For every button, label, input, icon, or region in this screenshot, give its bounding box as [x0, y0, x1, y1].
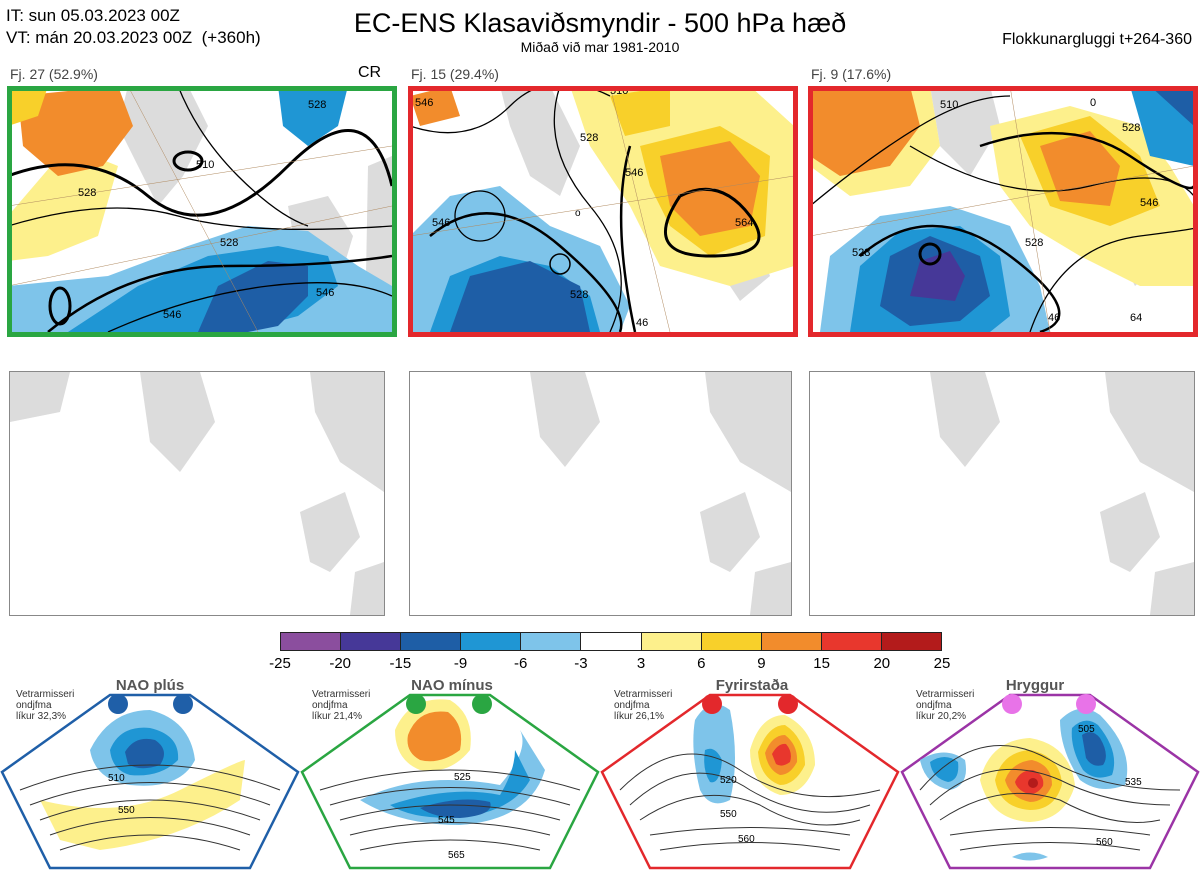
regime-3-marker	[778, 694, 798, 714]
colorbar-swatch	[281, 633, 342, 650]
contour-label: 520	[720, 775, 737, 786]
regime-3-map: 520 550 560	[600, 693, 900, 870]
cluster-2-label: Fj. 15 (29.4%)	[411, 66, 499, 82]
contour-label: 528	[570, 289, 588, 301]
regime-3-marker	[702, 694, 722, 714]
colorbar-swatch	[341, 633, 402, 650]
regime-1-marker	[108, 694, 128, 714]
regime-2-title: NAO mínus	[411, 677, 493, 694]
empty-map-2	[409, 371, 792, 616]
vt-line: VT: mán 20.03.2023 00Z (+360h)	[6, 28, 261, 47]
contour-label: 46	[636, 317, 648, 329]
regime-1-marker	[173, 694, 193, 714]
regime-2-text: Vetrarmisseri ondjfma líkur 21,4%	[312, 689, 371, 722]
contour-label: 505	[1078, 724, 1095, 735]
colorbar-tick: -3	[574, 655, 588, 672]
contour-label: 525	[454, 772, 471, 783]
regime-1-text: Vetrarmisseri ondjfma líkur 32,3%	[16, 689, 75, 722]
contour-label: 560	[1096, 837, 1113, 848]
colorbar-swatch	[521, 633, 582, 650]
colorbar-swatch	[881, 633, 942, 650]
empty-map-3	[809, 371, 1195, 616]
contour-label: 564	[735, 217, 753, 229]
contour-label: 528	[308, 99, 326, 111]
contour-label: 546	[625, 167, 643, 179]
regime-4-text: Vetrarmisseri ondjfma líkur 20,2%	[916, 689, 975, 722]
contour-label: 510	[196, 159, 214, 171]
regime-3-text: Vetrarmisseri ondjfma líkur 26,1%	[614, 689, 673, 722]
cluster-3-frame	[808, 86, 1198, 337]
contour-label: 546	[316, 287, 334, 299]
colorbar-swatch	[401, 633, 462, 650]
contour-label: 46	[1048, 312, 1060, 324]
contour-label: 546	[415, 97, 433, 109]
contour-label: 528	[78, 187, 96, 199]
colorbar	[280, 632, 942, 651]
colorbar-tick: 25	[933, 655, 951, 672]
regime-1-map: 510 550	[0, 693, 300, 870]
contour-label: 546	[1140, 197, 1158, 209]
regime-4-marker	[1076, 694, 1096, 714]
regime-1-title: NAO plús	[115, 677, 185, 694]
colorbar-tick: -6	[514, 655, 528, 672]
contour-label: 528	[852, 247, 870, 259]
contour-label: 510	[108, 773, 125, 784]
cluster-3-label: Fj. 9 (17.6%)	[811, 66, 892, 82]
colorbar-swatch	[641, 633, 702, 650]
regime-4-map: 505 535 560	[900, 693, 1200, 870]
contour-label: 560	[738, 834, 755, 845]
regime-4-marker	[1002, 694, 1022, 714]
colorbar-tick: 3	[636, 655, 646, 672]
regime-2-marker	[472, 694, 492, 714]
contour-label: 545	[438, 815, 455, 826]
cluster-3-map: 510 0 528 546 528 528 46 64	[810, 86, 1194, 332]
regime-3-title: Fyrirstaða	[715, 677, 789, 694]
cluster-1-map: 528 510 528 528 546 546	[8, 86, 392, 332]
contour-label: 528	[220, 237, 238, 249]
cluster-1-tag: CR	[358, 64, 382, 81]
contour-label: 528	[580, 132, 598, 144]
cluster-1-label: Fj. 27 (52.9%)	[10, 66, 98, 82]
colorbar-tick: 15	[813, 655, 830, 672]
colorbar-tick: 20	[873, 655, 891, 672]
regime-2-map: 525 545 565	[300, 693, 600, 870]
contour-label: 546	[163, 309, 181, 321]
colorbar-swatch	[701, 633, 762, 650]
colorbar-swatch	[581, 633, 642, 650]
contour-label: 528	[1025, 237, 1043, 249]
empty-map-1	[9, 371, 385, 616]
contour-label: 550	[720, 809, 737, 820]
contour-label: 535	[1125, 777, 1142, 788]
colorbar-tick: -25	[269, 655, 291, 672]
colorbar-tick: 6	[697, 655, 706, 672]
window-label: Flokkunargluggi t+264-360	[1002, 31, 1192, 48]
contour-label: 528	[1122, 122, 1140, 134]
contour-label: 546	[432, 217, 450, 229]
colorbar-swatch	[821, 633, 882, 650]
cluster-2-frame	[408, 86, 798, 337]
contour-label: 0	[1090, 97, 1096, 109]
colorbar-swatch	[461, 633, 522, 650]
colorbar-ticks: -25 -20 -15 -9 -6 -3 3 6 9 15 20 25	[269, 655, 950, 672]
page-subtitle: Miðað við mar 1981-2010	[520, 39, 680, 55]
contour-label: 550	[118, 805, 135, 816]
cluster-1-frame	[7, 86, 397, 337]
colorbar-tick: 9	[757, 655, 766, 672]
cluster-2-map: 546 510 528 546 564 546 528 46 o	[410, 86, 794, 332]
regime-2-marker	[406, 694, 426, 714]
it-line: IT: sun 05.03.2023 00Z	[6, 6, 180, 25]
page-title: EC-ENS Klasaviðsmyndir - 500 hPa hæð	[353, 8, 847, 38]
contour-label: 510	[940, 99, 958, 111]
contour-label: 510	[610, 86, 628, 97]
contour-label: o	[575, 208, 581, 219]
contour-label: 64	[1130, 312, 1142, 324]
colorbar-tick: -20	[329, 655, 352, 672]
colorbar-tick: -15	[389, 655, 412, 672]
contour-label: 565	[448, 850, 465, 861]
colorbar-tick: -9	[453, 655, 468, 672]
regime-4-title: Hryggur	[1005, 677, 1065, 694]
colorbar-swatch	[761, 633, 822, 650]
